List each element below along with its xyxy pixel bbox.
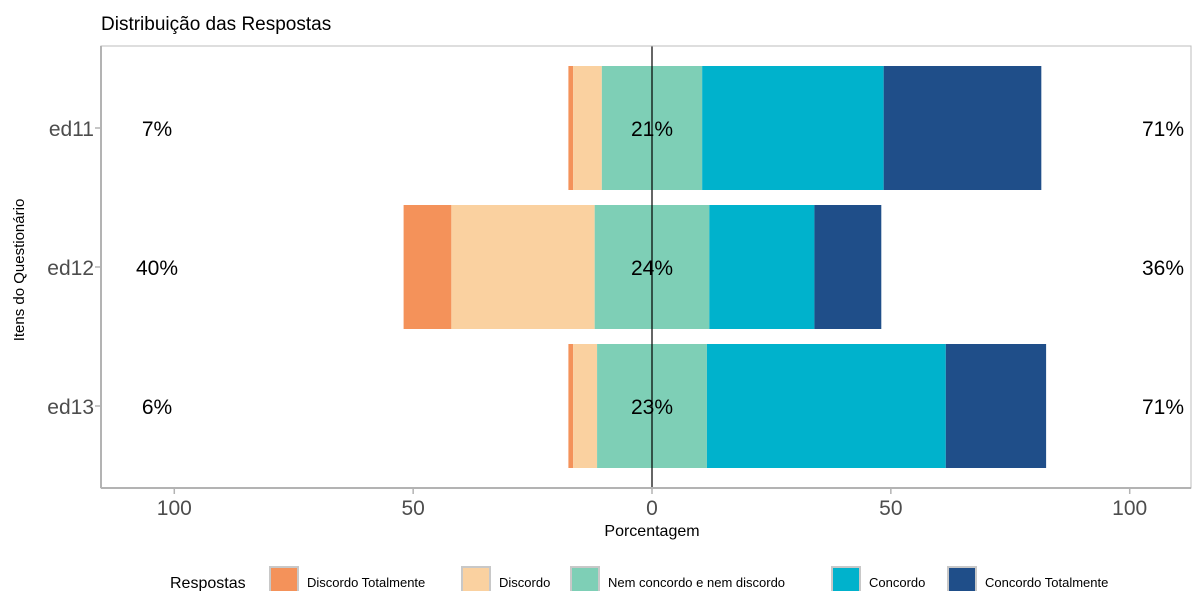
x-tick-label: 50	[879, 497, 902, 520]
legend-key-discordo-totalmente	[269, 566, 299, 591]
y-tick-label-ed12: ed12	[47, 257, 94, 280]
center-percent-label: 24%	[631, 257, 673, 280]
right-percent-label: 36%	[1142, 257, 1184, 280]
bar-ed11-concordo-totalmente	[883, 66, 1042, 190]
legend-key-concordo	[831, 566, 861, 591]
legend-label: Nem concordo e nem discordo	[608, 575, 785, 590]
bar-ed12-discordo	[451, 205, 595, 329]
center-percent-label: 21%	[631, 118, 673, 141]
bar-ed12-discordo-totalmente	[403, 205, 452, 329]
y-axis: ed11 ed12 ed13	[47, 118, 101, 419]
legend-label: Concordo	[869, 575, 925, 590]
legend-label: Concordo Totalmente	[985, 575, 1108, 590]
legend-key-discordo	[461, 566, 491, 591]
labels-layer: 7% 21% 71% 40% 24% 36% 6% 23% 71%	[136, 118, 1184, 419]
center-percent-label: 23%	[631, 396, 673, 419]
x-axis: 100 50 0 50 100	[157, 488, 1147, 520]
left-percent-label: 7%	[142, 118, 172, 141]
bars-layer	[403, 46, 1047, 488]
legend-label: Discordo Totalmente	[307, 575, 425, 590]
right-percent-label: 71%	[1142, 118, 1184, 141]
bar-ed11-discordo-totalmente	[568, 66, 574, 190]
y-tick-label-ed11: ed11	[49, 118, 94, 141]
bar-ed11-concordo	[702, 66, 884, 190]
chart-title: Distribuição das Respostas	[101, 14, 332, 35]
bar-ed12-concordo-totalmente	[814, 205, 882, 329]
bar-ed12-concordo	[709, 205, 815, 329]
x-tick-label: 100	[1112, 497, 1147, 520]
x-tick-label: 50	[401, 497, 424, 520]
legend-label: Discordo	[499, 575, 550, 590]
y-axis-title: Itens do Questionário	[11, 199, 28, 342]
bar-ed11-discordo	[573, 66, 602, 190]
bar-ed13-discordo-totalmente	[568, 344, 574, 468]
legend-key-nem-concordo-e-nem-discordo	[570, 566, 600, 591]
y-tick-label-ed13: ed13	[47, 396, 94, 419]
left-percent-label: 6%	[142, 396, 172, 419]
bar-ed13-concordo	[706, 344, 946, 468]
bar-ed13-discordo	[573, 344, 598, 468]
legend: Respostas Discordo Totalmente Discordo Nem …	[170, 566, 1108, 591]
x-tick-label: 100	[157, 497, 192, 520]
bar-ed13-concordo-totalmente	[945, 344, 1047, 468]
legend-key-concordo-totalmente	[947, 566, 977, 591]
x-tick-label: 0	[646, 497, 658, 520]
left-percent-label: 40%	[136, 257, 178, 280]
legend-title: Respostas	[170, 575, 246, 591]
right-percent-label: 71%	[1142, 396, 1184, 419]
x-axis-title: Porcentagem	[604, 523, 699, 540]
